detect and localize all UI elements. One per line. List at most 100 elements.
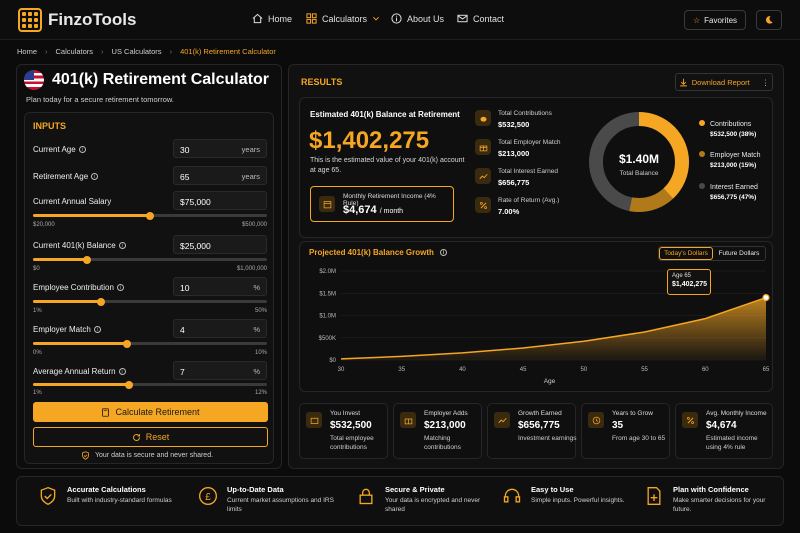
retirement-age-unit: years <box>241 172 260 181</box>
balance-donut-chart: $1.40M Total Balance <box>589 112 689 212</box>
salary-slider[interactable] <box>33 211 267 220</box>
info-icon[interactable]: i <box>439 249 447 256</box>
breadcrumb-us[interactable]: US Calculators <box>111 47 162 56</box>
info-icon[interactable]: i <box>118 242 126 249</box>
nav-home-label: Home <box>268 13 293 24</box>
balance-range: $0 $1,000,000 <box>33 266 267 272</box>
estimate-title: Estimated 401(k) Balance at Retirement <box>310 110 460 119</box>
theme-toggle-button[interactable] <box>756 10 782 30</box>
mail-icon <box>457 14 468 23</box>
calendar-icon <box>319 196 335 212</box>
inputs-heading: INPUTS <box>33 121 67 131</box>
summary-growth-earned: Growth Earned $656,775 Investment earnings <box>487 403 577 459</box>
current-age-input[interactable]: 30 years <box>173 139 267 158</box>
info-icon[interactable]: i <box>118 368 126 375</box>
contribution-slider[interactable] <box>33 297 267 306</box>
download-report-label: Download Report <box>691 77 750 87</box>
info-icon[interactable]: i <box>116 284 124 291</box>
info-icon[interactable]: i <box>78 146 86 153</box>
slider-handle[interactable] <box>124 380 133 389</box>
feature-confidence: Plan with Confidence Make smarter decisio… <box>643 485 783 514</box>
summary-desc: Total employee contributions <box>330 435 374 451</box>
reset-label: Reset <box>145 432 170 442</box>
return-slider[interactable] <box>33 380 267 389</box>
summary-title: Employer Adds <box>424 410 468 417</box>
data-point <box>762 293 770 302</box>
match-slider[interactable] <box>33 339 267 348</box>
summary-monthly-income: Avg. Monthly Income $4,674 Estimated incom… <box>675 403 773 459</box>
summary-desc: From age 30 to 65 <box>612 435 666 442</box>
balance-label: Current 401(k) Balance i <box>33 241 126 250</box>
feature-desc: Make smarter decisions for your future. <box>673 497 766 513</box>
tooltip-age: Age 65 <box>672 273 692 279</box>
breadcrumb-current: 401(k) Retirement Calculator <box>180 47 276 56</box>
return-unit: % <box>253 367 260 376</box>
salary-input[interactable]: $75,000 <box>173 191 267 210</box>
current-age-label: Current Age i <box>33 145 86 154</box>
donut-slice-contributions <box>589 112 689 212</box>
legend-interest: Interest Earned $656,775 (47%) <box>699 183 758 201</box>
page-subtitle: Plan today for a secure retirement tomor… <box>26 95 174 104</box>
more-icon[interactable]: ⋮ <box>761 77 770 87</box>
growth-chart-card: Projected 401(k) Balance Growth i Today's… <box>299 241 773 392</box>
match-input[interactable]: 4% <box>173 319 267 338</box>
logo-icon <box>18 8 42 32</box>
contribution-unit: % <box>253 283 260 292</box>
contribution-input[interactable]: 10% <box>173 277 267 296</box>
percent-icon <box>475 197 491 213</box>
legend-name: Contributions <box>710 121 752 128</box>
results-panel: RESULTS Download Report ⋮ Estimated 401(… <box>288 64 784 469</box>
balance-input[interactable]: $25,000 <box>173 235 267 254</box>
toggle-future-dollars[interactable]: Future Dollars <box>718 250 760 257</box>
tooltip-value: $1,402,275 <box>672 281 708 288</box>
x-tick-label: 30 <box>338 367 345 373</box>
x-axis-label: Age <box>544 378 556 385</box>
feature-title: Accurate Calculations <box>67 485 146 494</box>
favorites-button[interactable]: ☆ Favorites <box>684 10 746 30</box>
info-icon[interactable]: i <box>93 326 101 333</box>
document-plus-icon <box>643 485 665 507</box>
reset-button[interactable]: Reset <box>33 427 268 447</box>
retirement-age-input[interactable]: 65 years <box>173 166 267 185</box>
nav-contact[interactable]: Contact <box>457 13 504 24</box>
stat-label: Total Contributions <box>498 110 552 117</box>
balance-slider[interactable] <box>33 255 267 264</box>
breadcrumb-home[interactable]: Home <box>17 47 38 56</box>
breadcrumb-calculators[interactable]: Calculators <box>55 47 94 56</box>
slider-handle[interactable] <box>82 255 91 264</box>
summary-title: You Invest <box>330 410 361 417</box>
info-icon[interactable]: i <box>91 173 99 180</box>
slider-handle[interactable] <box>146 211 154 220</box>
stat-label: Total Interest Earned <box>498 168 558 175</box>
growth-chart-title: Projected 401(k) Balance Growth i <box>309 248 447 257</box>
toggle-todays-dollars[interactable]: Today's Dollars <box>659 247 713 260</box>
monthly-income-label: Monthly Retirement Income (4% Rule) <box>343 193 436 207</box>
slider-handle[interactable] <box>122 339 131 348</box>
x-tick-label: 40 <box>459 367 466 373</box>
summary-desc: Investment earnings <box>518 435 577 442</box>
nav-calculators[interactable]: Calculators <box>306 13 380 24</box>
salary-label: Current Annual Salary <box>33 197 112 206</box>
shield-check-icon <box>82 451 89 460</box>
secure-note: Your data is secure and never shared. <box>81 451 213 460</box>
logo[interactable]: FinzoTools <box>18 8 136 32</box>
y-tick-label: $1.5M <box>319 291 336 297</box>
nav-contact-label: Contact <box>473 13 505 24</box>
estimate-card: Estimated 401(k) Balance at Retirement $… <box>299 97 773 238</box>
breadcrumb-separator: › <box>45 47 48 56</box>
nav-about[interactable]: About Us <box>391 13 444 24</box>
stat-value: $213,000 <box>498 149 530 158</box>
contribution-range: 1% 50% <box>33 308 267 314</box>
series-area <box>341 297 766 360</box>
stat-contributions: Total Contributions $532,500 <box>475 110 552 129</box>
brand-name: FinzoTools <box>48 10 137 29</box>
shield-check-icon <box>37 485 59 507</box>
download-report-button[interactable]: Download Report ⋮ <box>675 73 773 91</box>
calculate-button[interactable]: Calculate Retirement <box>33 402 268 422</box>
stat-interest: Total Interest Earned $656,775 <box>475 168 558 187</box>
slider-handle[interactable] <box>96 297 105 306</box>
return-input[interactable]: 7% <box>173 361 267 380</box>
match-unit: % <box>253 325 260 334</box>
feature-easy: Easy to Use Simple inputs. Powerful insig… <box>501 485 641 507</box>
nav-home[interactable]: Home <box>252 13 292 24</box>
